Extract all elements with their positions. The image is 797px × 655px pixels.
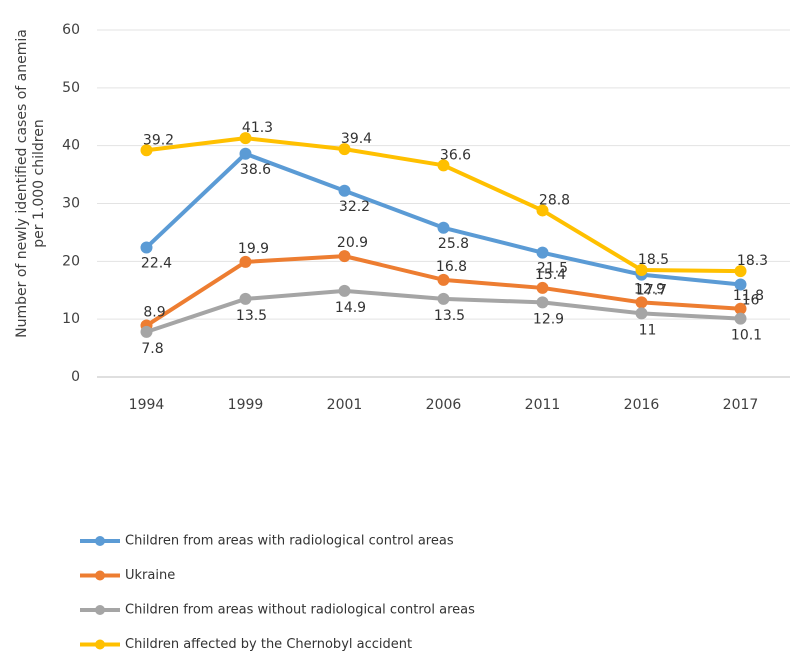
data-label: 13.5 xyxy=(236,308,267,324)
point xyxy=(635,296,648,309)
legend-marker xyxy=(95,639,105,650)
data-label: 8.9 xyxy=(143,305,165,321)
y-tick-label: 50 xyxy=(62,80,80,96)
data-label: 28.8 xyxy=(539,192,570,208)
point xyxy=(437,159,450,172)
data-label: 22.4 xyxy=(141,255,172,271)
point xyxy=(536,296,549,309)
legend-label: Ukraine xyxy=(125,568,175,583)
point xyxy=(140,144,153,157)
data-label: 32.2 xyxy=(339,199,370,215)
point xyxy=(338,250,351,263)
point xyxy=(635,307,648,320)
x-tick-label: 1994 xyxy=(129,397,165,413)
point xyxy=(239,292,252,305)
point xyxy=(536,246,549,259)
data-label: 17.7 xyxy=(636,283,667,299)
data-label: 7.8 xyxy=(141,341,163,357)
point xyxy=(437,273,450,286)
point xyxy=(338,143,351,156)
point xyxy=(437,292,450,305)
point xyxy=(239,255,252,268)
legend-marker xyxy=(95,570,105,581)
point xyxy=(734,265,747,278)
x-tick-label: 1999 xyxy=(228,397,264,413)
x-tick-label: 2011 xyxy=(525,397,561,413)
y-tick-label: 60 xyxy=(62,22,80,38)
data-label: 10.1 xyxy=(731,328,762,344)
y-tick-label: 20 xyxy=(62,253,80,269)
y-tick-label: 0 xyxy=(71,369,80,385)
y-axis-label: per 1.000 children xyxy=(31,119,47,247)
data-label: 39.2 xyxy=(143,132,174,148)
data-label: 16 xyxy=(742,292,760,308)
data-label: 16.8 xyxy=(436,259,467,275)
data-label: 11 xyxy=(639,322,657,338)
data-label: 12.9 xyxy=(634,281,665,297)
data-label: 14.9 xyxy=(335,300,366,316)
data-label: 20.9 xyxy=(337,235,368,251)
data-label: 19.9 xyxy=(238,241,269,257)
data-label: 18.3 xyxy=(737,253,768,269)
legend-marker xyxy=(95,536,105,546)
x-tick-label: 2016 xyxy=(624,397,660,413)
point xyxy=(239,147,252,160)
y-tick-label: 10 xyxy=(62,311,80,327)
legend-marker xyxy=(95,605,105,615)
x-tick-label: 2006 xyxy=(426,397,462,413)
point xyxy=(338,184,351,197)
data-label: 39.4 xyxy=(341,131,372,147)
data-label: 12.9 xyxy=(533,311,564,327)
data-label: 13.5 xyxy=(434,308,465,324)
y-tick-label: 30 xyxy=(62,196,80,212)
point xyxy=(140,325,153,338)
data-label: 21.5 xyxy=(537,261,568,277)
data-label: 38.6 xyxy=(240,162,271,178)
point xyxy=(734,278,747,291)
point xyxy=(536,204,549,217)
point xyxy=(536,281,549,294)
legend-label: Children from areas with radiological co… xyxy=(125,534,454,549)
x-tick-label: 2001 xyxy=(327,397,363,413)
point xyxy=(734,312,747,325)
y-tick-label: 40 xyxy=(62,138,80,154)
y-axis-label: Number of newly identified cases of anem… xyxy=(14,29,30,338)
legend-label: Children affected by the Chernobyl accid… xyxy=(125,637,412,652)
point xyxy=(239,132,252,145)
data-label: 11.8 xyxy=(733,288,764,304)
data-label: 25.8 xyxy=(438,236,469,252)
data-label: 18.5 xyxy=(638,252,669,268)
data-label: 41.3 xyxy=(242,120,273,136)
point xyxy=(338,284,351,297)
data-label: 15.4 xyxy=(535,267,566,283)
data-label: 36.6 xyxy=(440,147,471,163)
point xyxy=(437,221,450,234)
legend-label: Children from areas without radiological… xyxy=(125,603,475,618)
x-tick-label: 2017 xyxy=(723,397,759,413)
point xyxy=(140,241,153,254)
point xyxy=(635,264,648,277)
point xyxy=(734,302,747,315)
